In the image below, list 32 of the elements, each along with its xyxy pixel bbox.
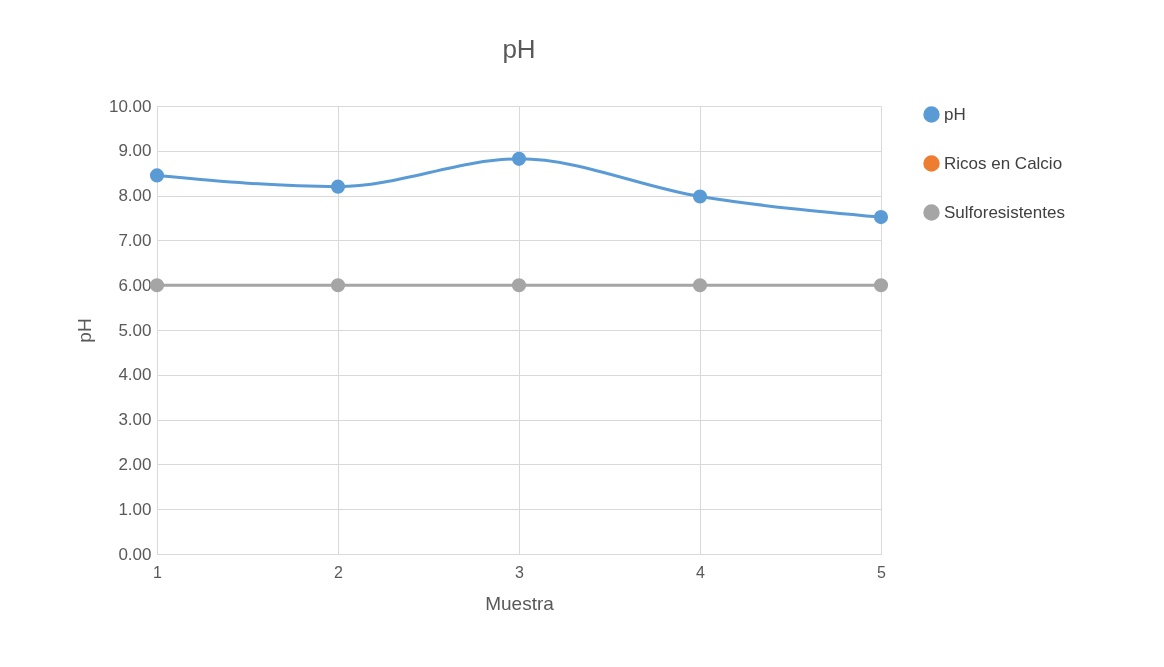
- point: [511, 278, 527, 293]
- y-tick-label: 9.00: [118, 141, 152, 161]
- point: [873, 210, 889, 225]
- x-axis-title: Muestra: [485, 592, 555, 614]
- y-axis-title: pH: [73, 318, 95, 343]
- y-tick-label: 7.00: [118, 230, 152, 250]
- y-tick-label: 5.00: [118, 320, 152, 340]
- y-tick-label: 8.00: [118, 186, 152, 206]
- point: [511, 151, 527, 166]
- point: [330, 179, 346, 194]
- legend-label: pH: [944, 104, 966, 124]
- x-tick-label: 1: [153, 563, 163, 581]
- x-tick-label: 2: [334, 563, 344, 581]
- point: [330, 278, 346, 293]
- point: [149, 168, 165, 183]
- x-tick-label: 5: [877, 563, 887, 581]
- y-tick-label: 10.00: [108, 96, 152, 116]
- legend-label: Ricos en Calcio: [944, 153, 1063, 173]
- chart-title: pH: [502, 34, 536, 64]
- y-tick-label: 1.00: [118, 499, 152, 519]
- x-tick-label: 3: [515, 563, 525, 581]
- point: [149, 278, 165, 293]
- y-tick-label: 4.00: [118, 365, 152, 385]
- point: [692, 189, 708, 204]
- legend-label: Sulforesistentes: [944, 202, 1065, 222]
- y-tick-label: 0.00: [118, 544, 152, 564]
- y-tick-label: 6.00: [118, 275, 152, 295]
- y-tick-label: 3.00: [118, 410, 152, 430]
- point: [873, 278, 889, 293]
- x-tick-label: 4: [696, 563, 706, 581]
- point: [692, 278, 708, 293]
- y-tick-label: 2.00: [118, 454, 152, 474]
